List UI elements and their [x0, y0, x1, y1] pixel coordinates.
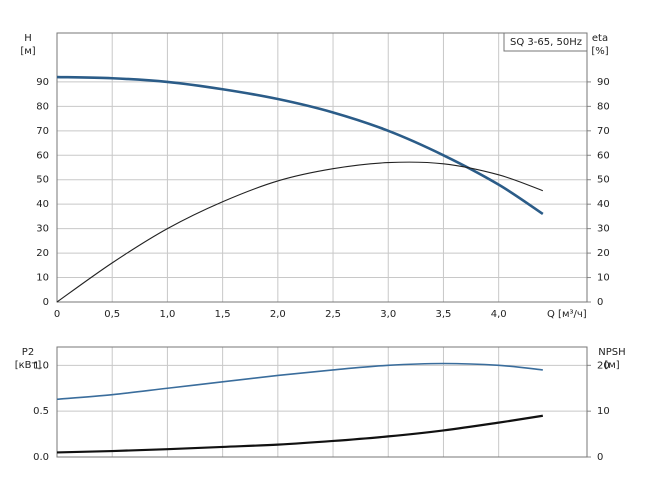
y2-axis-title: NPSH	[598, 347, 625, 358]
x-tick-label: 4,0	[491, 309, 507, 320]
y-tick-label: 10	[36, 273, 49, 284]
y2-tick-label: 0	[597, 297, 603, 308]
y-tick-label: 0.5	[33, 406, 49, 417]
y2-tick-label: 50	[597, 175, 610, 186]
y-tick-label: 1.0	[33, 360, 49, 371]
y2-tick-label: 40	[597, 199, 610, 210]
x-tick-label: 0,5	[104, 309, 120, 320]
series-line	[56, 161, 544, 303]
x-tick-label: 1,0	[159, 309, 175, 320]
y-tick-label: 80	[36, 101, 49, 112]
plot-frame	[56, 346, 588, 458]
y-tick-label: 40	[36, 199, 49, 210]
y2-tick-label: 10	[597, 273, 610, 284]
y-tick-label: 0	[43, 297, 49, 308]
annotation: SQ 3-65, 50Hz	[510, 37, 582, 48]
y-tick-label: 90	[36, 77, 49, 88]
y2-tick-label: 80	[597, 101, 610, 112]
annotation-box	[503, 32, 588, 52]
y2-tick-label: 30	[597, 224, 610, 235]
x-tick-label: 3,0	[380, 309, 396, 320]
y2-axis-title: eta	[592, 33, 608, 44]
x-axis-title: Q [м³/ч]	[547, 309, 587, 320]
y2-tick-label: 0	[597, 452, 603, 463]
series-line	[56, 414, 544, 454]
y2-tick-label: 90	[597, 77, 610, 88]
y2-tick-label: 20	[597, 360, 610, 371]
y2-tick-label: 60	[597, 150, 610, 161]
x-tick-label: 2,5	[325, 309, 341, 320]
x-tick-label: 1,5	[215, 309, 231, 320]
y-tick-label: 70	[36, 126, 49, 137]
y2-tick-label: 10	[597, 406, 610, 417]
series-line	[56, 362, 543, 401]
plot-frame	[56, 32, 588, 303]
y-tick-label: 30	[36, 224, 49, 235]
y-axis-title: H	[24, 33, 32, 44]
y-tick-label: 50	[36, 175, 49, 186]
x-tick-label: 2,0	[270, 309, 286, 320]
y2-tick-label: 20	[597, 248, 610, 259]
series-line	[56, 75, 544, 216]
x-tick-label: 3,5	[436, 309, 452, 320]
y-axis-unit: [кВт]	[15, 360, 42, 371]
y2-axis-unit: [м]	[604, 360, 619, 371]
y-tick-label: 0.0	[33, 452, 49, 463]
y-tick-label: 20	[36, 248, 49, 259]
y-axis-unit: [м]	[20, 46, 35, 57]
x-tick-label: 0	[54, 309, 60, 320]
y-tick-label: 60	[36, 150, 49, 161]
y2-axis-unit: [%]	[591, 46, 608, 57]
y-axis-title: P2	[22, 347, 34, 358]
y2-tick-label: 70	[597, 126, 610, 137]
